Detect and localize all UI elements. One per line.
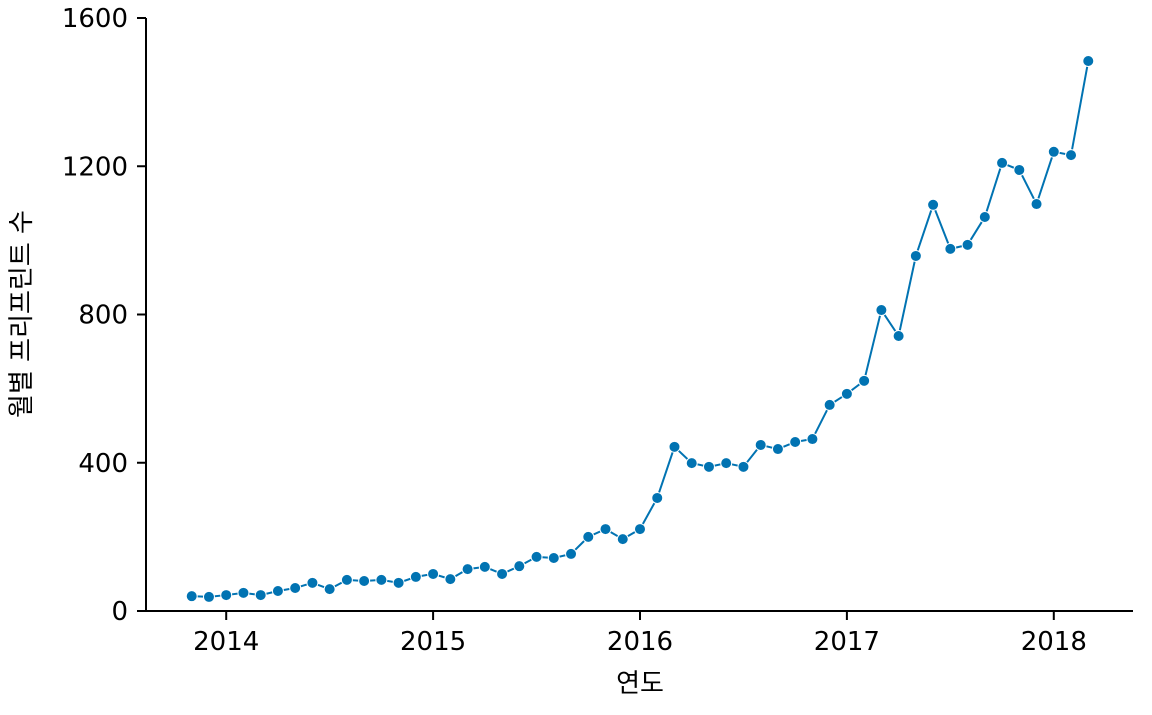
marker	[478, 560, 491, 573]
line	[191, 60, 1090, 598]
marker	[599, 523, 612, 536]
marker	[909, 249, 922, 262]
marker	[840, 387, 853, 400]
y-tick-label: 400	[78, 449, 128, 479]
marker	[702, 460, 715, 473]
marker	[461, 563, 474, 576]
marker	[616, 533, 629, 546]
marker	[565, 547, 578, 560]
marker	[1047, 145, 1060, 158]
marker	[875, 304, 888, 317]
marker	[185, 590, 198, 603]
y-tick-label: 0	[111, 597, 128, 627]
x-tick-label: 2014	[193, 627, 259, 657]
x-tick-label: 2018	[1021, 627, 1087, 657]
marker	[944, 242, 957, 255]
marker	[1030, 198, 1043, 211]
y-tick-label: 800	[78, 301, 128, 331]
marker	[306, 576, 319, 589]
marker	[1013, 163, 1026, 176]
marker	[754, 438, 767, 451]
marker	[823, 398, 836, 411]
marker	[858, 374, 871, 387]
marker	[651, 491, 664, 504]
x-tick-label: 2015	[400, 627, 466, 657]
marker	[202, 590, 215, 603]
marker	[961, 238, 974, 251]
marker	[789, 435, 802, 448]
marker	[444, 573, 457, 586]
marker	[582, 530, 595, 543]
marker	[392, 576, 405, 589]
marker	[634, 523, 646, 536]
marker	[271, 584, 284, 597]
marker	[978, 211, 991, 224]
x-axis-label: 연도	[616, 669, 664, 699]
marker	[289, 582, 302, 595]
marker	[409, 570, 422, 583]
marker	[237, 586, 250, 599]
y-tick-label: 1600	[62, 4, 128, 34]
marker	[358, 574, 371, 587]
marker	[1082, 54, 1095, 67]
marker	[254, 589, 267, 602]
marker	[892, 329, 905, 342]
x-tick-label: 2016	[607, 627, 673, 657]
y-tick-label: 1200	[62, 152, 128, 182]
marker	[323, 583, 336, 596]
marker	[220, 589, 233, 602]
marker	[996, 156, 1009, 169]
marker	[375, 573, 388, 586]
marker	[685, 457, 698, 470]
marker	[927, 198, 940, 211]
marker	[340, 573, 353, 586]
marker	[1065, 149, 1078, 162]
marker	[496, 567, 509, 580]
marker	[668, 440, 681, 453]
x-tick-label: 2017	[814, 627, 880, 657]
marker	[806, 433, 819, 446]
marker	[427, 567, 440, 580]
marker	[530, 550, 543, 563]
marker	[771, 443, 784, 456]
y-axis-label: 월별 프리프린트 수	[7, 210, 37, 418]
marker	[513, 560, 526, 573]
marker	[737, 460, 750, 473]
marker	[720, 457, 733, 470]
marker	[547, 552, 560, 565]
